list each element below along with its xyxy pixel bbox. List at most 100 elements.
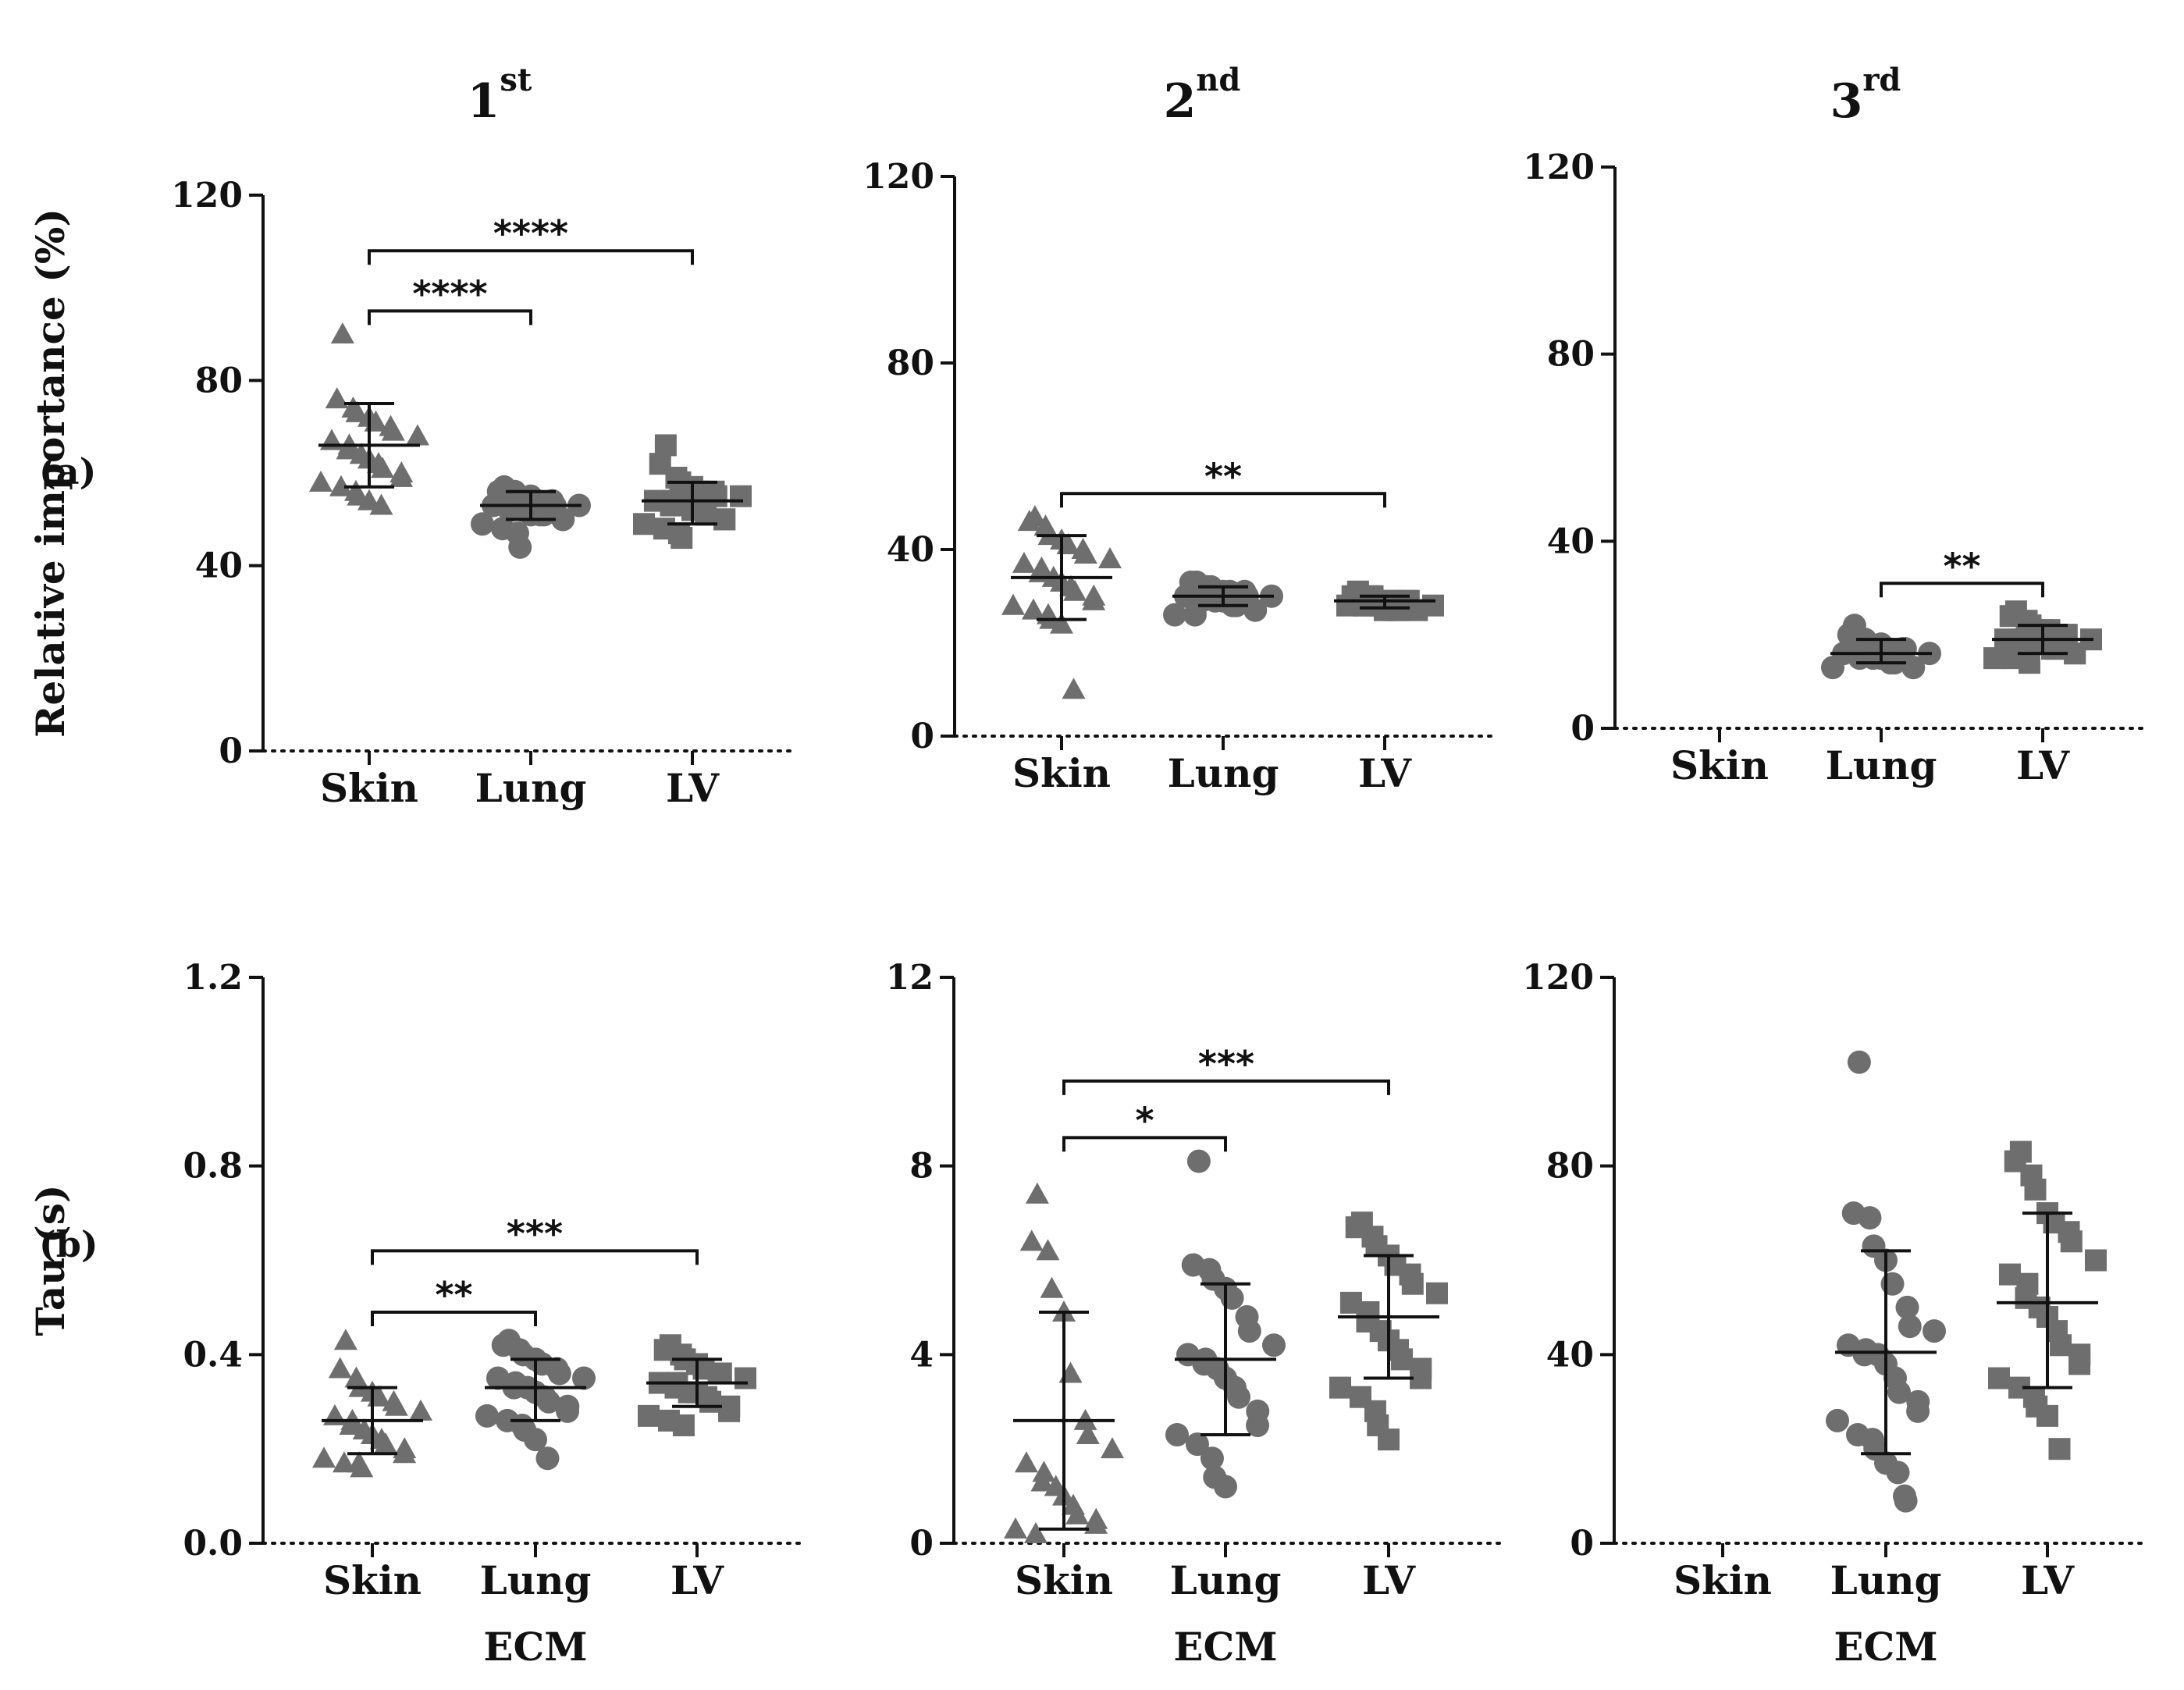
column-title-2: 2nd	[1164, 62, 1241, 129]
data-point	[1826, 1409, 1849, 1432]
y-tick-label: 8	[909, 1147, 934, 1187]
data-point	[1858, 1206, 1881, 1229]
data-point	[1098, 547, 1122, 568]
data-point	[2050, 1334, 2072, 1356]
data-point	[1024, 1522, 1048, 1543]
x-tick-label-lung: Lung	[1830, 1557, 1942, 1603]
x-axis-title: ECM	[1834, 1624, 1937, 1670]
y-axis-title: Tau (s)	[27, 1184, 73, 1336]
data-point	[1848, 1051, 1871, 1074]
y-tick-label: 0.4	[183, 1335, 243, 1375]
data-point	[1238, 1319, 1261, 1343]
data-point	[1901, 656, 1925, 679]
column-title-1: 1st	[468, 62, 532, 129]
x-tick-label-lung: Lung	[475, 765, 587, 811]
x-tick-label-skin: Skin	[1012, 750, 1111, 796]
y-axis-title: Relative importance (%)	[27, 208, 73, 738]
y-tick-label: 0	[910, 717, 934, 756]
significance-label: **	[1204, 455, 1242, 497]
y-tick-label: 0.0	[183, 1524, 243, 1564]
column-title-3: 3rd	[1830, 62, 1901, 129]
data-point	[1040, 1277, 1064, 1298]
data-point	[1378, 1428, 1400, 1450]
panels: 04080120Skin Lung LVRelative importance (%…	[27, 148, 2147, 1670]
chart-panel-a3: 04080120Skin Lung LV**	[1523, 148, 2147, 788]
data-point	[309, 471, 333, 492]
x-tick-label-lung: Lung	[1168, 750, 1279, 796]
data-point	[1906, 1400, 1930, 1423]
data-point	[638, 1405, 660, 1427]
chart-panel-b3: 04080120Skin Lung LVECM	[1522, 958, 2147, 1670]
y-tick-label: 0	[909, 1524, 934, 1564]
data-point	[1923, 1319, 1946, 1343]
data-point	[735, 1368, 756, 1389]
data-point	[1887, 1461, 1910, 1484]
data-point	[1262, 1333, 1286, 1357]
data-point	[334, 1329, 357, 1350]
data-point	[1001, 594, 1025, 615]
y-tick-label: 80	[887, 343, 934, 383]
significance-label: *	[1135, 1099, 1154, 1141]
data-point	[2061, 1230, 2083, 1252]
data-point	[2025, 1179, 2047, 1201]
y-tick-label: 0	[1570, 709, 1595, 749]
chart-panel-a2: 04080120Skin Lung LV**	[863, 157, 1495, 796]
y-tick-label: 120	[863, 157, 934, 197]
data-point	[2045, 638, 2067, 660]
y-tick-label: 0	[219, 731, 243, 771]
data-point	[1983, 647, 2005, 669]
data-point	[1402, 1273, 1424, 1295]
data-point	[536, 1446, 560, 1470]
x-tick-label-skin: Skin	[323, 1557, 422, 1603]
x-tick-label-lung: Lung	[480, 1557, 592, 1603]
x-tick-label-lv: LV	[666, 765, 720, 811]
significance-label: **	[1943, 545, 1980, 587]
x-tick-label-lung: Lung	[1170, 1557, 1282, 1603]
data-point	[633, 513, 655, 535]
significance-label: ***	[1198, 1043, 1254, 1085]
x-tick-label-lv: LV	[1362, 1557, 1416, 1603]
y-tick-label: 40	[1547, 521, 1595, 561]
data-point	[508, 535, 532, 559]
data-point	[730, 486, 752, 507]
x-tick-label-skin: Skin	[1670, 742, 1769, 788]
data-point	[1426, 1283, 1448, 1304]
data-point	[1988, 1368, 2010, 1389]
x-tick-label-skin: Skin	[1674, 1557, 1772, 1603]
x-axis-title: ECM	[483, 1624, 587, 1670]
data-point	[1165, 1423, 1189, 1446]
x-tick-label-lung: Lung	[1826, 742, 1937, 788]
data-point	[409, 1400, 432, 1421]
data-point	[406, 425, 429, 446]
data-point	[1329, 1377, 1351, 1399]
data-point	[1012, 552, 1036, 573]
x-tick-label-lv: LV	[1358, 750, 1412, 796]
data-point	[1214, 1475, 1237, 1499]
data-point	[2085, 1250, 2107, 1272]
data-point	[1020, 1229, 1044, 1251]
x-axis-title: ECM	[1173, 1624, 1277, 1670]
y-tick-label: 0.8	[183, 1147, 243, 1187]
data-point	[2019, 652, 2040, 674]
data-point	[718, 1400, 740, 1422]
data-point	[1227, 1386, 1250, 1409]
x-tick-label-lv: LV	[670, 1557, 724, 1603]
data-point	[1101, 1437, 1124, 1458]
data-point	[1062, 678, 1086, 699]
data-point	[2049, 1438, 2071, 1460]
y-tick-label: 0	[1570, 1524, 1594, 1564]
y-tick-label: 120	[1523, 148, 1595, 187]
data-point	[475, 1404, 499, 1428]
data-point	[1004, 1517, 1027, 1539]
data-point	[1243, 599, 1267, 622]
data-point	[710, 1363, 732, 1385]
data-point	[1391, 1348, 1413, 1370]
chart-panel-b1: 0.00.40.81.2Skin Lung LVTau (s)ECM*****	[27, 958, 804, 1670]
y-tick-label: 80	[1546, 1147, 1594, 1187]
y-tick-label: 40	[1546, 1335, 1594, 1375]
y-tick-label: 4	[909, 1335, 934, 1375]
data-point	[331, 322, 354, 343]
data-point	[1387, 600, 1409, 621]
data-point	[2036, 1405, 2058, 1427]
